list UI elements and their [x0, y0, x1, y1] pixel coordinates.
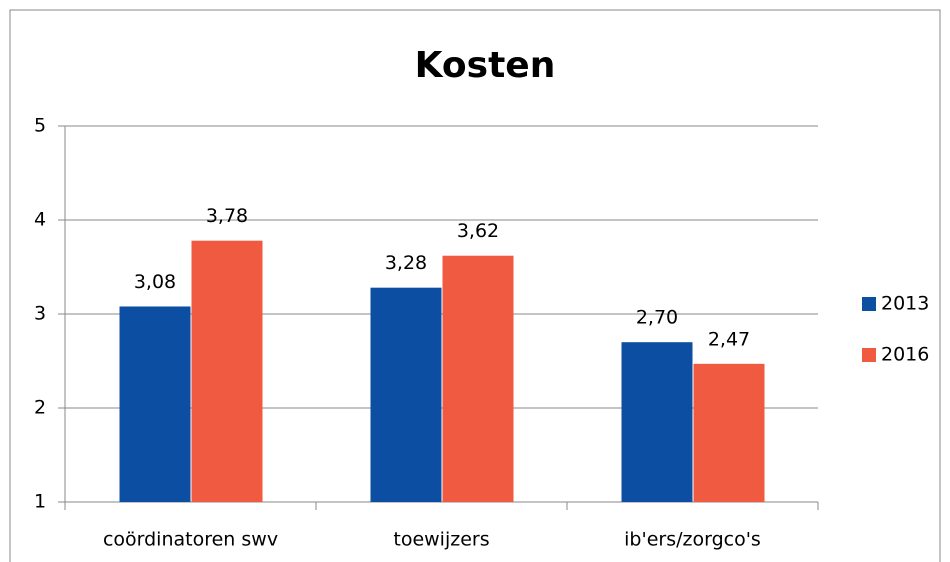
legend-swatch — [862, 348, 876, 362]
value-label: 3,08 — [134, 271, 176, 293]
value-label: 2,70 — [636, 307, 678, 329]
value-label: 3,62 — [457, 220, 499, 242]
bar — [442, 255, 514, 502]
bar — [370, 287, 442, 502]
legend-label: 2016 — [881, 344, 929, 366]
bar — [621, 342, 693, 502]
y-tick-label: 3 — [34, 303, 46, 325]
value-label: 3,28 — [385, 252, 427, 274]
legend-swatch — [862, 297, 876, 311]
y-tick-label: 5 — [34, 115, 46, 137]
y-tick-label: 4 — [34, 209, 46, 231]
y-tick-label: 1 — [34, 491, 46, 513]
x-tick-label: toewijzers — [393, 529, 489, 551]
bar — [119, 306, 191, 502]
bar — [191, 240, 263, 502]
x-tick-label: coördinatoren swv — [103, 529, 278, 551]
bar — [693, 363, 765, 502]
x-tick-label: ib'ers/zorgco's — [624, 529, 761, 551]
y-tick-label: 2 — [34, 397, 46, 419]
chart-title: Kosten — [415, 45, 556, 86]
legend-label: 2013 — [881, 293, 929, 315]
value-label: 2,47 — [708, 328, 750, 350]
value-label: 3,78 — [206, 205, 248, 227]
